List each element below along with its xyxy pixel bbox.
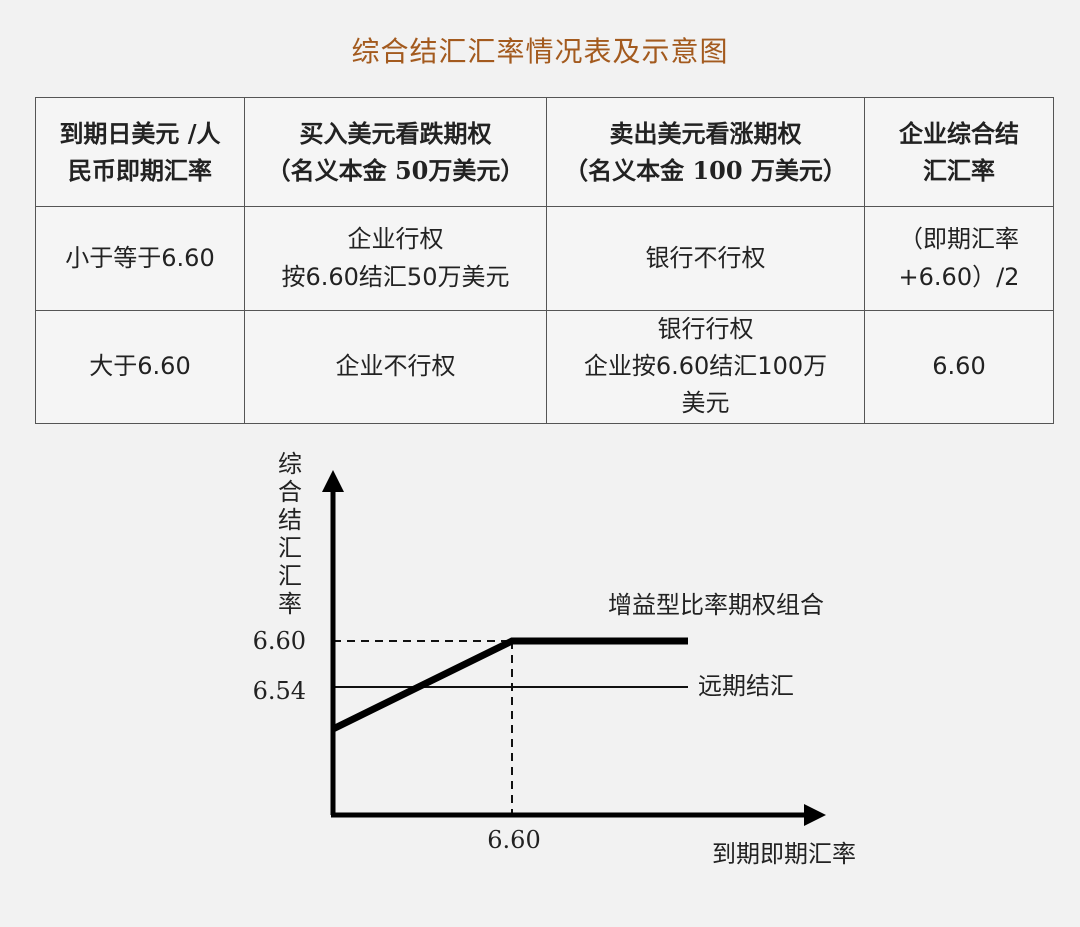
y-axis-label-char: 汇 bbox=[278, 562, 302, 590]
option-combo-label: 增益型比率期权组合 bbox=[608, 591, 824, 619]
y-tick-label: 6.54 bbox=[253, 677, 306, 705]
x-axis-arrow bbox=[804, 804, 826, 826]
x-tick-label: 6.60 bbox=[487, 826, 540, 854]
y-axis-label-char: 合 bbox=[278, 478, 302, 506]
y-tick-label: 6.60 bbox=[253, 627, 306, 655]
x-axis-label: 到期即期汇率 bbox=[712, 840, 856, 868]
table-row: 小于等于6.60 企业行权 按6.60结汇50万美元 银行不行权 （即期汇率 +… bbox=[35, 206, 1054, 311]
rate-table: 到期日美元 /人 民币即期汇率 买入美元看跌期权 （名义本金 50万美元） 卖出… bbox=[35, 97, 1054, 424]
table-cell: （即期汇率 +6.60）/2 bbox=[864, 206, 1054, 311]
page-title: 综合结汇汇率情况表及示意图 bbox=[351, 35, 729, 68]
y-axis-label-char: 汇 bbox=[278, 534, 302, 562]
forward-rate-label: 远期结汇 bbox=[698, 672, 794, 700]
header-buy-put: 买入美元看跌期权 （名义本金 50万美元） bbox=[244, 97, 547, 207]
header-spot-rate: 到期日美元 /人 民币即期汇率 bbox=[35, 97, 245, 207]
table-cell: 银行不行权 bbox=[546, 206, 865, 311]
table-cell: 小于等于6.60 bbox=[35, 206, 245, 311]
y-axis-label-char: 率 bbox=[278, 590, 302, 618]
y-axis-arrow bbox=[322, 470, 344, 492]
header-combined-rate: 企业综合结 汇汇率 bbox=[864, 97, 1054, 207]
y-axis-label-char: 综 bbox=[278, 450, 302, 478]
table-cell: 6.60 bbox=[864, 310, 1054, 424]
payoff-diagram: 综 合 结 汇 汇 率 6.60 6.54 6.60 增益型比率期权组合 远期结… bbox=[253, 450, 856, 868]
table-cell: 银行行权 企业按6.60结汇100万 美元 bbox=[546, 310, 865, 424]
y-axis-label-char: 结 bbox=[278, 506, 302, 534]
option-combo-line bbox=[331, 637, 688, 733]
table-cell: 企业不行权 bbox=[244, 310, 547, 424]
table-row: 大于6.60 企业不行权 银行行权 企业按6.60结汇100万 美元 6.60 bbox=[35, 310, 1054, 424]
table-cell: 大于6.60 bbox=[35, 310, 245, 424]
table-cell: 企业行权 按6.60结汇50万美元 bbox=[244, 206, 547, 311]
header-sell-call: 卖出美元看涨期权 （名义本金 100 万美元） bbox=[546, 97, 865, 207]
table-header-row: 到期日美元 /人 民币即期汇率 买入美元看跌期权 （名义本金 50万美元） 卖出… bbox=[35, 97, 1054, 207]
